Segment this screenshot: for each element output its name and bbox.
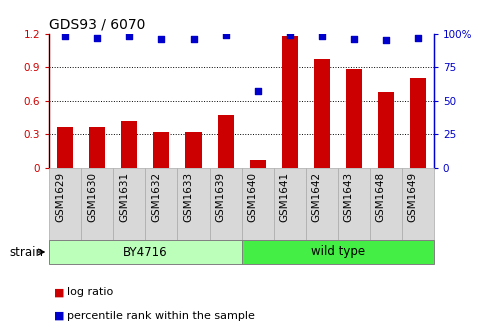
Text: GSM1633: GSM1633 bbox=[183, 172, 193, 222]
Text: GSM1639: GSM1639 bbox=[215, 172, 225, 222]
Point bbox=[221, 32, 229, 38]
Point bbox=[125, 34, 133, 39]
Point bbox=[61, 34, 69, 39]
Text: log ratio: log ratio bbox=[67, 287, 113, 297]
Bar bbox=[177, 168, 210, 240]
Text: GSM1642: GSM1642 bbox=[312, 172, 321, 222]
Bar bbox=[153, 132, 170, 168]
Point bbox=[253, 89, 261, 94]
Point bbox=[94, 35, 102, 40]
Bar bbox=[121, 121, 138, 168]
Bar bbox=[242, 240, 434, 264]
Text: strain: strain bbox=[10, 246, 44, 258]
Text: GSM1649: GSM1649 bbox=[408, 172, 418, 222]
Text: BY4716: BY4716 bbox=[123, 246, 168, 258]
Bar bbox=[49, 240, 242, 264]
Text: percentile rank within the sample: percentile rank within the sample bbox=[67, 311, 254, 321]
Point bbox=[286, 32, 294, 38]
Text: ■: ■ bbox=[54, 311, 65, 321]
Bar bbox=[274, 168, 306, 240]
Bar bbox=[370, 168, 402, 240]
Text: GSM1630: GSM1630 bbox=[87, 172, 98, 222]
Bar bbox=[338, 168, 370, 240]
Bar bbox=[378, 92, 394, 168]
Bar bbox=[57, 127, 73, 168]
Text: GSM1643: GSM1643 bbox=[344, 172, 353, 222]
Point bbox=[317, 34, 325, 39]
Text: GSM1632: GSM1632 bbox=[151, 172, 161, 222]
Bar bbox=[49, 168, 81, 240]
Bar bbox=[282, 36, 298, 168]
Text: GDS93 / 6070: GDS93 / 6070 bbox=[49, 17, 145, 31]
Text: GSM1629: GSM1629 bbox=[55, 172, 65, 222]
Text: wild type: wild type bbox=[311, 246, 365, 258]
Text: GSM1631: GSM1631 bbox=[119, 172, 129, 222]
Text: GSM1641: GSM1641 bbox=[280, 172, 290, 222]
Text: ■: ■ bbox=[54, 287, 65, 297]
Bar bbox=[410, 78, 426, 168]
Point bbox=[157, 36, 165, 42]
Bar bbox=[314, 59, 330, 168]
Bar bbox=[346, 70, 362, 168]
Point bbox=[350, 36, 357, 42]
Bar bbox=[89, 127, 106, 168]
Bar bbox=[145, 168, 177, 240]
Bar bbox=[249, 160, 266, 168]
Bar bbox=[210, 168, 242, 240]
Bar bbox=[113, 168, 145, 240]
Bar bbox=[185, 132, 202, 168]
Bar bbox=[81, 168, 113, 240]
Point bbox=[189, 36, 197, 42]
Bar bbox=[242, 168, 274, 240]
Text: GSM1640: GSM1640 bbox=[247, 172, 257, 222]
Bar bbox=[217, 115, 234, 168]
Point bbox=[414, 35, 422, 40]
Bar bbox=[306, 168, 338, 240]
Point bbox=[382, 38, 389, 43]
Text: GSM1648: GSM1648 bbox=[376, 172, 386, 222]
Bar bbox=[402, 168, 434, 240]
